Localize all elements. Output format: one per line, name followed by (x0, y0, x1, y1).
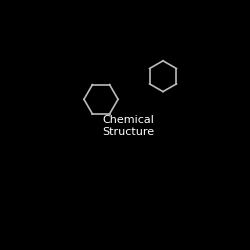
Text: Chemical
Structure: Chemical Structure (102, 116, 154, 137)
